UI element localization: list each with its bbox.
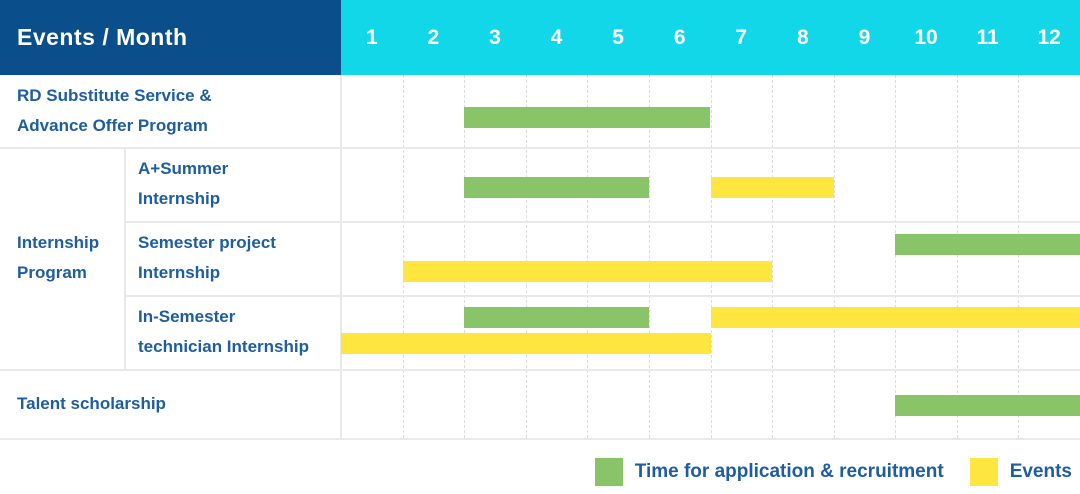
in-semester-technician-internship-yellow-bar-10 <box>341 333 711 354</box>
rd-substitute-service-green-bar-00 <box>464 107 711 128</box>
row-label-semester-project-internship: Semester project Internship <box>126 221 341 295</box>
month-header-2: 2 <box>427 25 440 49</box>
subrow-column-divider <box>124 147 126 369</box>
row-border-0 <box>0 147 1080 149</box>
month-header-11: 11 <box>976 25 999 49</box>
row-border-3 <box>0 369 1080 371</box>
month-gridline-5 <box>648 75 650 438</box>
row-label-a-plus-summer-internship: A+Summer Internship <box>126 147 341 221</box>
row-border-2 <box>124 295 1080 297</box>
month-gridline-2 <box>464 75 466 438</box>
talent-scholarship-green-bar-00 <box>895 395 1080 416</box>
in-semester-technician-internship-yellow-bar-01 <box>710 307 1080 328</box>
month-header-3: 3 <box>489 25 501 49</box>
a-plus-summer-internship-yellow-bar-01 <box>710 177 834 198</box>
month-gridline-4 <box>587 75 589 438</box>
row-border-4 <box>0 438 1080 440</box>
semester-project-internship-green-bar-00 <box>895 234 1080 255</box>
month-gridline-10 <box>956 75 958 438</box>
events-month-header-cell: Events / Month <box>0 0 341 75</box>
month-header-10: 10 <box>914 25 938 49</box>
month-gridline-1 <box>402 75 404 438</box>
row-label-line: Advance Offer Program <box>17 116 208 135</box>
row-label-line: Internship <box>138 263 221 282</box>
row-label-line: technician Internship <box>138 337 309 356</box>
green-swatch <box>594 458 623 486</box>
events-month-title: Events / Month <box>17 24 188 50</box>
legend-label: Events <box>1009 461 1072 482</box>
month-gridline-11 <box>1018 75 1020 438</box>
month-gridline-8 <box>833 75 835 438</box>
month-header-8: 8 <box>796 25 809 49</box>
row-label-line: In-Semester <box>138 307 236 326</box>
month-gridline-7 <box>772 75 774 438</box>
legend-item-green: Time for application & recruitment <box>594 458 944 486</box>
a-plus-summer-internship-green-bar-00 <box>464 177 649 198</box>
month-gridline-9 <box>895 75 897 438</box>
month-gridline-6 <box>710 75 712 438</box>
month-header-7: 7 <box>735 25 748 49</box>
month-header-5: 5 <box>612 25 624 49</box>
row-label-line: Internship <box>138 189 221 208</box>
months-header-row: 1 2 3 4 5 6 7 8 9 10 11 12 <box>341 0 1080 75</box>
legend: Time for application & recruitment Events <box>594 452 1072 492</box>
row-label-line: A+Summer <box>138 159 229 178</box>
semester-project-internship-yellow-bar-10 <box>402 261 773 282</box>
group-label-line: Program <box>17 263 87 282</box>
month-header-6: 6 <box>673 25 686 49</box>
row-label-line: Semester project <box>138 233 276 252</box>
legend-item-yellow: Events <box>969 458 1072 486</box>
yellow-swatch <box>969 458 998 486</box>
month-header-4: 4 <box>550 25 563 49</box>
month-header-12: 12 <box>1037 25 1061 49</box>
in-semester-technician-internship-green-bar-00 <box>464 307 649 328</box>
group-label-internship-program: Internship Program <box>0 147 124 369</box>
month-header-9: 9 <box>858 25 871 49</box>
row-label-rd-substitute-service: RD Substitute Service & Advance Offer Pro… <box>0 75 341 147</box>
month-gridline-3 <box>525 75 527 438</box>
row-label-in-semester-technician-internship: In-Semester technician Internship <box>126 295 341 369</box>
month-header-1: 1 <box>365 25 378 49</box>
label-column-divider <box>340 75 342 440</box>
row-label-line: RD Substitute Service & <box>17 86 212 105</box>
row-label-line: Talent scholarship <box>17 393 166 413</box>
row-label-talent-scholarship: Talent scholarship <box>0 369 341 438</box>
row-border-1 <box>124 221 1080 223</box>
legend-label: Time for application & recruitment <box>634 461 944 482</box>
group-label-line: Internship <box>17 233 100 252</box>
